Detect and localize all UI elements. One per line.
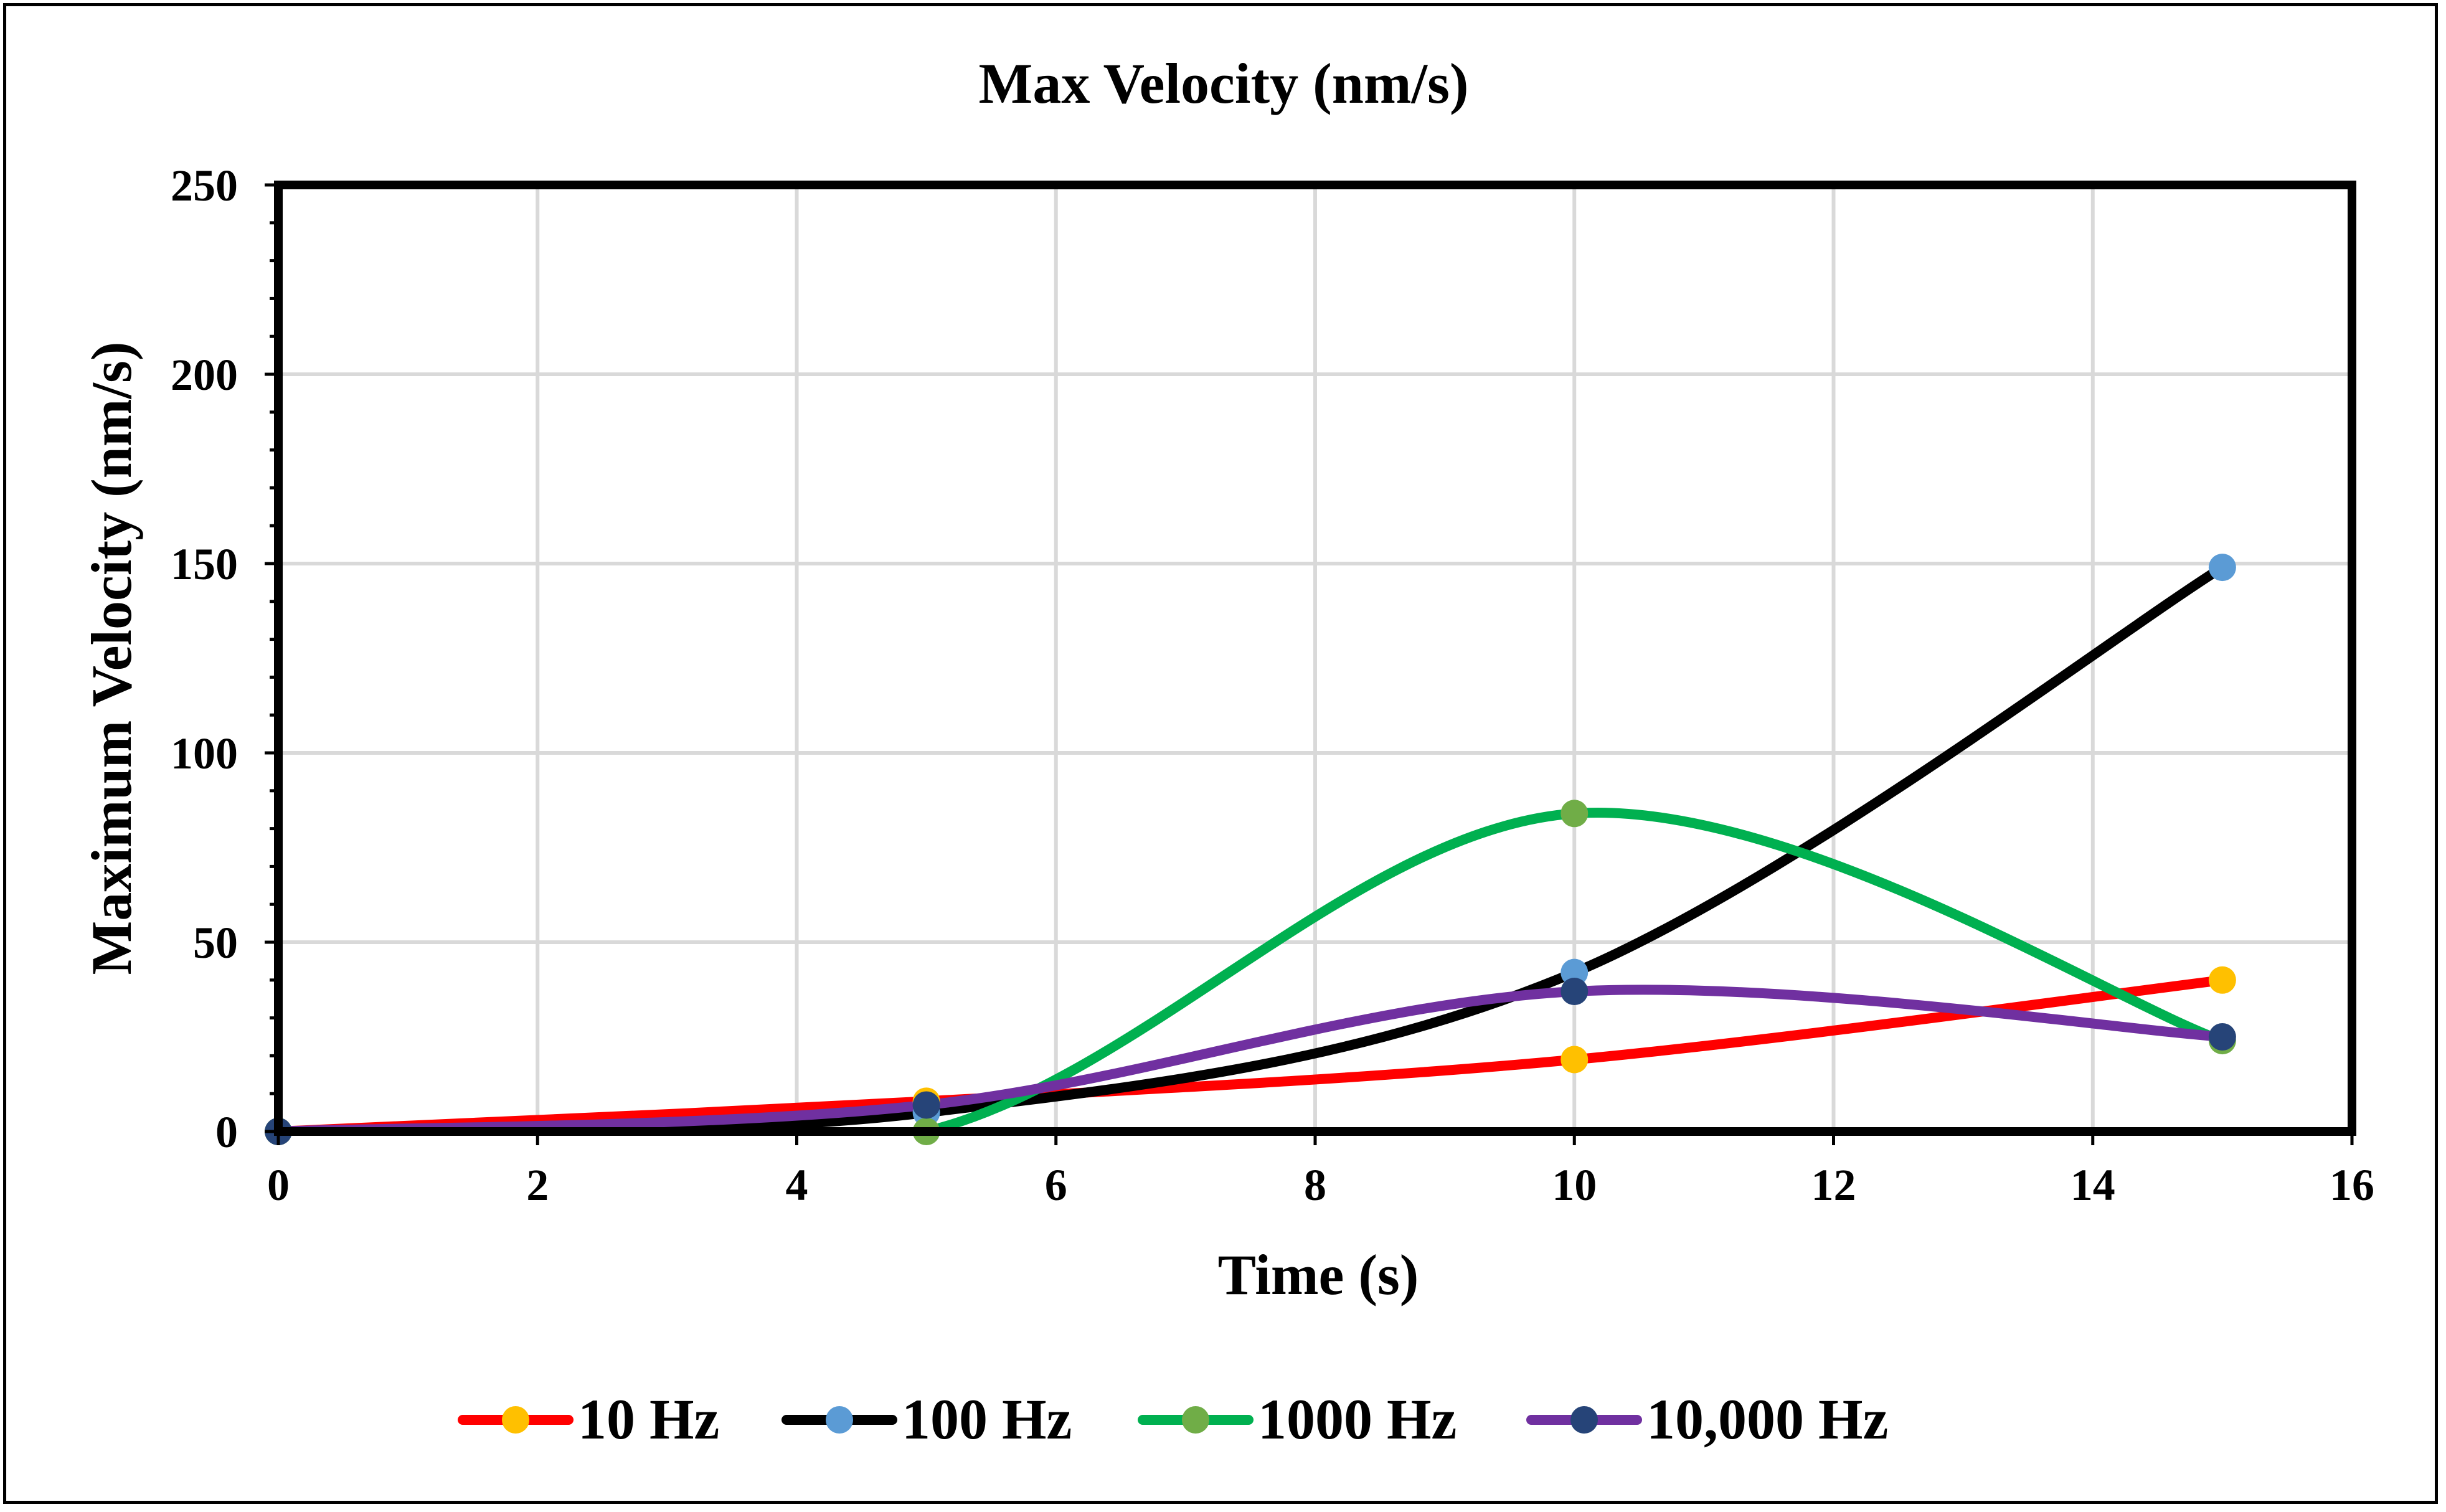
- legend: 10 Hz 100 Hz 1000 Hz 10,000 Hz: [458, 1387, 1888, 1451]
- y-tick-label: 0: [215, 1107, 238, 1157]
- series-markers: [265, 554, 2236, 1145]
- series-lines: [278, 562, 2227, 1132]
- y-tick-label: 200: [171, 350, 238, 400]
- y-axis-title: Maximum Velocity (nm/s): [80, 341, 143, 975]
- data-point-100-hz: [1561, 958, 1589, 986]
- series-line-10-hz: [278, 975, 2227, 1132]
- x-tick-label: 6: [1045, 1160, 1067, 1210]
- legend-marker-10-hz: [502, 1406, 529, 1434]
- legend-label-100-hz: 100 Hz: [902, 1387, 1072, 1451]
- data-point-10-000-hz: [1561, 978, 1589, 1006]
- data-point-10-000-hz: [912, 1091, 940, 1119]
- data-point-10-000-hz: [2208, 1023, 2236, 1051]
- legend-label-10-hz: 10 Hz: [578, 1387, 719, 1451]
- legend-item-1000-hz: 1000 Hz: [1138, 1387, 1457, 1451]
- legend-label-1000-hz: 1000 Hz: [1258, 1387, 1457, 1451]
- x-axis-title: Time (s): [1218, 1243, 1419, 1306]
- x-tick-label: 14: [2071, 1160, 2115, 1210]
- y-tick-label: 150: [171, 539, 238, 589]
- series-line-10-000-hz: [278, 985, 2227, 1132]
- x-tick-label: 4: [786, 1160, 808, 1210]
- legend-marker-1000-hz: [1182, 1406, 1209, 1434]
- legend-item-100-hz: 100 Hz: [781, 1387, 1072, 1451]
- data-point-100-hz: [2208, 554, 2236, 582]
- data-point-10-hz: [1561, 1046, 1589, 1074]
- x-tick-label: 8: [1304, 1160, 1326, 1210]
- chart-title: Max Velocity (nm/s): [978, 52, 1468, 115]
- series-line-1000-hz: [278, 808, 2227, 1132]
- data-point-1000-hz: [1561, 800, 1589, 828]
- x-tick-label: 10: [1552, 1160, 1597, 1210]
- y-tick-label: 250: [171, 161, 238, 210]
- y-tick-label: 50: [193, 918, 238, 968]
- data-point-10-hz: [2208, 966, 2236, 994]
- x-tick-label: 12: [1811, 1160, 1856, 1210]
- y-tick-label: 100: [171, 729, 238, 778]
- legend-marker-100-hz: [826, 1406, 853, 1434]
- legend-label-10-000-hz: 10,000 Hz: [1646, 1387, 1888, 1451]
- legend-item-10-000-hz: 10,000 Hz: [1526, 1387, 1888, 1451]
- gridlines: [278, 185, 2352, 1132]
- legend-item-10-hz: 10 Hz: [458, 1387, 719, 1451]
- x-tick-label: 0: [267, 1160, 290, 1210]
- x-tick-label: 2: [526, 1160, 549, 1210]
- x-tick-label: 16: [2330, 1160, 2374, 1210]
- axes: 0 2 4 6 8 10 12 14 16 0 50 100 150 200 250: [171, 161, 2374, 1210]
- legend-marker-10-000-hz: [1570, 1406, 1598, 1434]
